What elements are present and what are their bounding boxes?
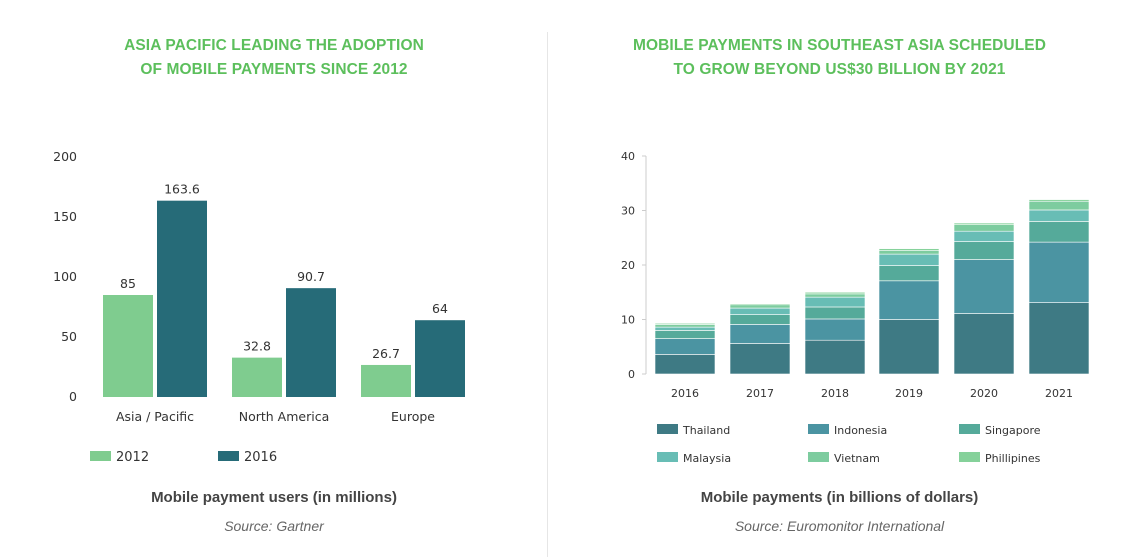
data-label: 26.7	[372, 346, 400, 361]
segment-2019-malaysia	[878, 253, 940, 266]
segment-2020-thailand	[953, 313, 1015, 375]
segment-2021-phillipines	[1028, 199, 1090, 202]
segment-2017-vietnam	[729, 304, 791, 309]
y-tick-label: 40	[621, 150, 635, 163]
segment-2016-malaysia	[654, 326, 716, 331]
data-label: 64	[432, 301, 448, 316]
x-tick-label: Europe	[391, 409, 435, 424]
y-tick-label: 0	[628, 368, 635, 381]
legend-label: 2012	[116, 450, 149, 465]
y-tick-label: 10	[621, 314, 635, 327]
segment-2021-malaysia	[1028, 209, 1090, 222]
legend-label: Indonesia	[834, 424, 887, 437]
segment-2021-indonesia	[1028, 241, 1090, 303]
x-tick-label: 2017	[746, 387, 774, 400]
bar-north-america-2016	[286, 288, 336, 397]
segment-2021-singapore	[1028, 221, 1090, 243]
legend-swatch-2012	[90, 451, 111, 461]
left-chart-source: Source: Gartner	[224, 518, 324, 534]
segment-2020-indonesia	[953, 259, 1015, 314]
x-tick-label: 2019	[895, 387, 923, 400]
segment-2017-indonesia	[729, 324, 791, 344]
left-chart-caption: Mobile payment users (in millions)	[151, 489, 397, 506]
x-tick-label: 2021	[1045, 387, 1073, 400]
right-chart-caption: Mobile payments (in billions of dollars)	[700, 489, 979, 506]
segment-2017-phillipines	[729, 303, 791, 306]
bar-europe-2012	[361, 364, 411, 397]
left-chart-panel: ASIA PACIFIC LEADING THE ADOPTION OF MOB…	[0, 0, 548, 557]
segment-2017-thailand	[729, 343, 791, 375]
y-tick-label: 100	[53, 269, 77, 284]
x-tick-label: North America	[239, 409, 330, 424]
legend-label: Malaysia	[683, 452, 731, 465]
right-title-line-2: TO GROW BEYOND US$30 BILLION BY 2021	[673, 61, 1006, 78]
bar-asia-pacific-2012	[103, 295, 153, 397]
data-label: 85	[120, 276, 136, 291]
segment-2021-vietnam	[1028, 200, 1090, 211]
segment-2020-phillipines	[953, 222, 1015, 225]
segment-2017-malaysia	[729, 307, 791, 315]
segment-2016-phillipines	[654, 323, 716, 325]
x-tick-label: 2016	[671, 387, 699, 400]
right-chart-source: Source: Euromonitor International	[734, 518, 945, 534]
legend-label: 2016	[244, 450, 277, 465]
segment-2018-vietnam	[804, 293, 866, 298]
legend-swatch-singapore	[959, 424, 980, 434]
right-stacked-bar-chart: 0 10 20 30 40 2016 2017 2018 2019 2020 2021 Thailan…	[621, 150, 1090, 465]
segment-2019-singapore	[878, 265, 940, 282]
segment-2016-indonesia	[654, 338, 716, 355]
segment-2016-vietnam	[654, 324, 716, 328]
bar-europe-2016	[415, 320, 465, 397]
segment-2016-thailand	[654, 354, 716, 375]
legend-swatch-malaysia	[657, 452, 678, 462]
segment-2016-singapore	[654, 330, 716, 339]
y-tick-label: 30	[621, 205, 635, 218]
right-title-line-1: MOBILE PAYMENTS IN SOUTHEAST ASIA SCHEDU…	[632, 37, 1047, 54]
right-chart-title: MOBILE PAYMENTS IN SOUTHEAST ASIA SCHEDU…	[549, 34, 1130, 82]
bar-north-america-2012	[232, 357, 282, 397]
segment-2019-phillipines	[878, 248, 940, 251]
legend-swatch-vietnam	[808, 452, 829, 462]
y-tick-label: 0	[69, 389, 77, 404]
legend-label: Vietnam	[834, 452, 880, 465]
x-tick-label: 2020	[970, 387, 998, 400]
bar-asia-pacific-2016	[157, 200, 207, 397]
data-label: 32.8	[243, 339, 271, 354]
y-tick-label: 200	[53, 149, 77, 164]
legend-swatch-2016	[218, 451, 239, 461]
y-tick-label: 150	[53, 209, 77, 224]
segment-2018-malaysia	[804, 296, 866, 308]
y-tick-label: 20	[621, 259, 635, 272]
legend-swatch-thailand	[657, 424, 678, 434]
segment-2019-vietnam	[878, 249, 940, 255]
legend-label: Singapore	[985, 424, 1041, 437]
segment-2018-phillipines	[804, 291, 866, 295]
left-bar-chart: 0 50 100 150 200 85 163.6 Asia / Pacific 32.8 90.…	[53, 149, 465, 465]
segment-2017-singapore	[729, 314, 791, 325]
segment-2020-vietnam	[953, 224, 1015, 232]
right-chart-panel: MOBILE PAYMENTS IN SOUTHEAST ASIA SCHEDU…	[549, 0, 1130, 557]
left-chart-title: ASIA PACIFIC LEADING THE ADOPTION OF MOB…	[0, 34, 548, 82]
segment-2018-indonesia	[804, 318, 866, 341]
segment-2019-indonesia	[878, 280, 940, 320]
y-tick-label: 50	[61, 329, 77, 344]
data-label: 90.7	[297, 269, 325, 284]
segment-2018-thailand	[804, 339, 866, 375]
legend-label: Phillipines	[985, 452, 1041, 465]
legend-label: Thailand	[682, 424, 730, 437]
panel-divider	[547, 32, 548, 557]
data-label: 163.6	[164, 182, 200, 197]
legend-swatch-phillipines	[959, 452, 980, 462]
segment-2021-thailand	[1028, 302, 1090, 375]
legend-swatch-indonesia	[808, 424, 829, 434]
x-tick-label: 2018	[821, 387, 849, 400]
segment-2018-singapore	[804, 306, 866, 320]
segment-2019-thailand	[878, 319, 940, 375]
x-tick-label: Asia / Pacific	[116, 409, 194, 424]
left-title-line-1: ASIA PACIFIC LEADING THE ADOPTION	[124, 37, 424, 54]
left-title-line-2: OF MOBILE PAYMENTS SINCE 2012	[140, 61, 408, 78]
segment-2020-malaysia	[953, 230, 1015, 242]
segment-2020-singapore	[953, 241, 1015, 260]
